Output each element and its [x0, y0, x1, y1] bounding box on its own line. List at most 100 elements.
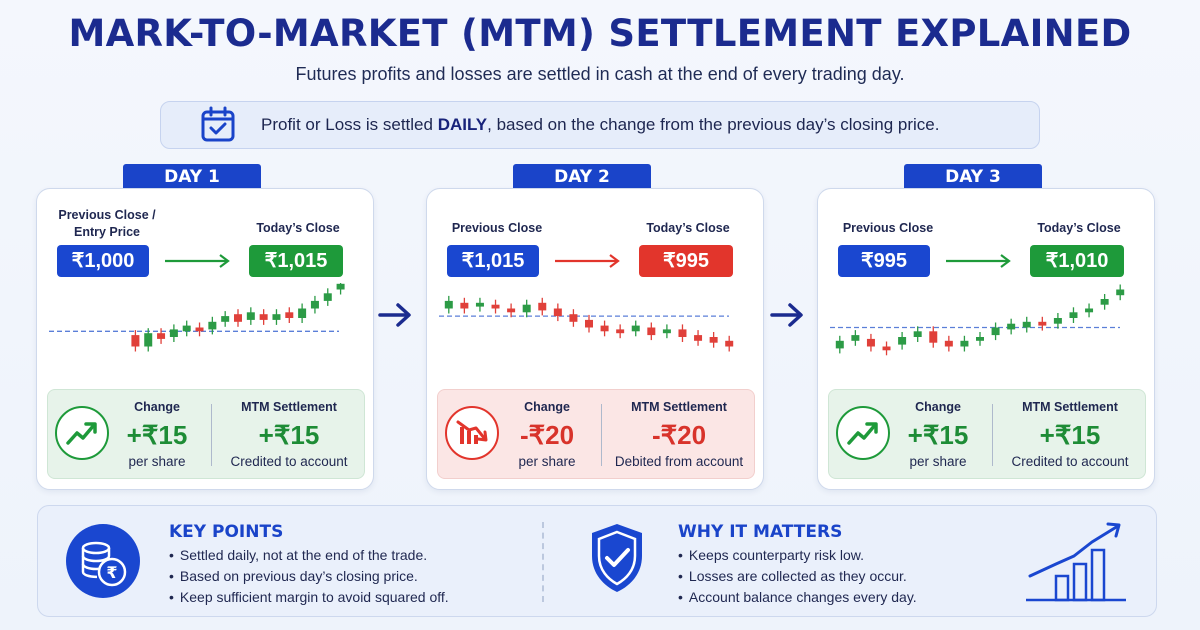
day-label: DAY 1 — [123, 164, 261, 191]
change-column: Change +₹15 per share — [885, 400, 991, 469]
candle-body — [507, 308, 516, 313]
candle-body — [1053, 318, 1062, 324]
candle-body — [1069, 312, 1078, 318]
todays-close-value: ₹1,010 — [1030, 245, 1124, 277]
candle-body — [157, 333, 166, 339]
divider — [601, 404, 602, 466]
trend-up-icon — [55, 406, 109, 460]
candle-body — [976, 337, 984, 341]
previous-close-label: Previous Close / Entry Price — [58, 208, 156, 239]
candle-body — [960, 340, 969, 347]
change-unit: per share — [909, 454, 967, 469]
banner-text: Profit or Loss is settled DAILY, based o… — [261, 115, 940, 134]
candle-body — [709, 337, 718, 343]
candle-body — [169, 329, 178, 337]
page-title: MARK-TO-MARKET (MTM) SETTLEMENT EXPLAINE… — [68, 12, 1132, 55]
day-card: Previous Close / Entry Price ₹1,000 Today’s… — [36, 188, 374, 490]
divider — [542, 522, 544, 602]
daily-settlement-banner: Profit or Loss is settled DAILY, based o… — [160, 101, 1040, 149]
candle-body — [678, 329, 687, 337]
candle-body — [259, 314, 268, 320]
key-points-list: Settled daily, not at the end of the tra… — [169, 545, 449, 608]
calendar-check-icon — [201, 106, 235, 142]
todays-close-value: ₹995 — [639, 245, 733, 277]
change-unit: per share — [518, 454, 576, 469]
trend-up-icon — [836, 406, 890, 460]
mtm-value: -₹20 — [651, 420, 707, 450]
settlement-result-loss: Change -₹20 per share MTM Settlement -₹20 Deb… — [437, 389, 755, 479]
day-card: Previous Close ₹1,015 Today’s Close ₹995 Cha… — [426, 188, 764, 490]
mtm-value: +₹15 — [1039, 420, 1101, 450]
candle-body — [1038, 321, 1047, 326]
candle-body — [929, 331, 938, 343]
candle-body — [285, 312, 294, 318]
key-points-title: KEY POINTS — [169, 522, 284, 542]
candle-body — [208, 321, 217, 330]
change-unit: per share — [128, 454, 186, 469]
candle-body — [725, 340, 734, 347]
candle-body — [221, 316, 230, 322]
mtm-column: MTM Settlement +₹15 Credited to account — [214, 400, 364, 469]
candle-body — [182, 325, 191, 332]
mtm-label: MTM Settlement — [1022, 400, 1118, 414]
candle-body — [944, 340, 953, 347]
settlement-result-gain: Change +₹15 per share MTM Settlement +₹15 Cre… — [828, 389, 1146, 479]
candle-body — [336, 283, 345, 290]
candle-body — [851, 335, 860, 341]
candle-body — [272, 314, 281, 320]
candle-body — [835, 340, 844, 349]
change-value: -₹20 — [519, 420, 575, 450]
list-item: Keep sufficient margin to avoid squared … — [169, 587, 449, 608]
todays-close-value: ₹1,015 — [249, 245, 343, 277]
mtm-note: Credited to account — [230, 454, 348, 469]
change-label: Change — [134, 400, 180, 414]
rupee-coins-icon: ₹ — [66, 524, 140, 598]
candle-body — [631, 325, 640, 332]
divider — [211, 404, 212, 466]
next-day-arrow-icon — [378, 303, 411, 327]
previous-close-label: Previous Close — [451, 221, 543, 235]
candle-body — [882, 346, 891, 351]
list-item: Account balance changes every day. — [678, 587, 917, 608]
candle-body — [585, 319, 593, 328]
candle-body — [866, 338, 875, 347]
todays-close-label: Today’s Close — [1037, 221, 1121, 235]
candle-body — [647, 327, 656, 336]
list-item: Keeps counterparty risk low. — [678, 545, 917, 566]
trend-down-icon — [445, 406, 499, 460]
next-day-arrow-icon — [770, 303, 803, 327]
candlestick-chart — [830, 284, 1125, 356]
candlestick-chart — [49, 283, 345, 352]
candle-body — [600, 325, 609, 332]
candle-body — [1100, 299, 1109, 305]
candle-body — [234, 314, 242, 322]
candle-body — [616, 329, 625, 334]
candle-body — [310, 300, 319, 309]
candle-body — [538, 302, 547, 311]
candle-body — [913, 331, 922, 337]
day-card: Previous Close ₹995 Today’s Close ₹1,010 Cha… — [817, 188, 1155, 490]
mtm-label: MTM Settlement — [241, 400, 337, 414]
shield-check-icon — [592, 524, 642, 592]
previous-close-value: ₹995 — [838, 245, 930, 277]
mtm-note: Credited to account — [1011, 454, 1129, 469]
mtm-column: MTM Settlement +₹15 Credited to account — [995, 400, 1145, 469]
candle-body — [553, 308, 562, 317]
mtm-label: MTM Settlement — [631, 400, 727, 414]
change-value: +₹15 — [126, 420, 188, 450]
divider — [992, 404, 993, 466]
price-change-arrow-icon — [946, 254, 1011, 268]
list-item: Losses are collected as they occur. — [678, 566, 917, 587]
change-label: Change — [915, 400, 961, 414]
candlestick-chart — [439, 295, 734, 352]
candle-body — [323, 293, 332, 301]
candle-body — [298, 308, 307, 318]
change-value: +₹15 — [907, 420, 969, 450]
candle-body — [491, 304, 500, 309]
change-column: Change -₹20 per share — [494, 400, 600, 469]
growth-chart-icon — [1026, 522, 1126, 602]
candle-body — [1022, 321, 1031, 328]
candle-body — [460, 302, 469, 309]
price-change-arrow-icon — [165, 254, 230, 268]
candle-body — [144, 333, 153, 347]
